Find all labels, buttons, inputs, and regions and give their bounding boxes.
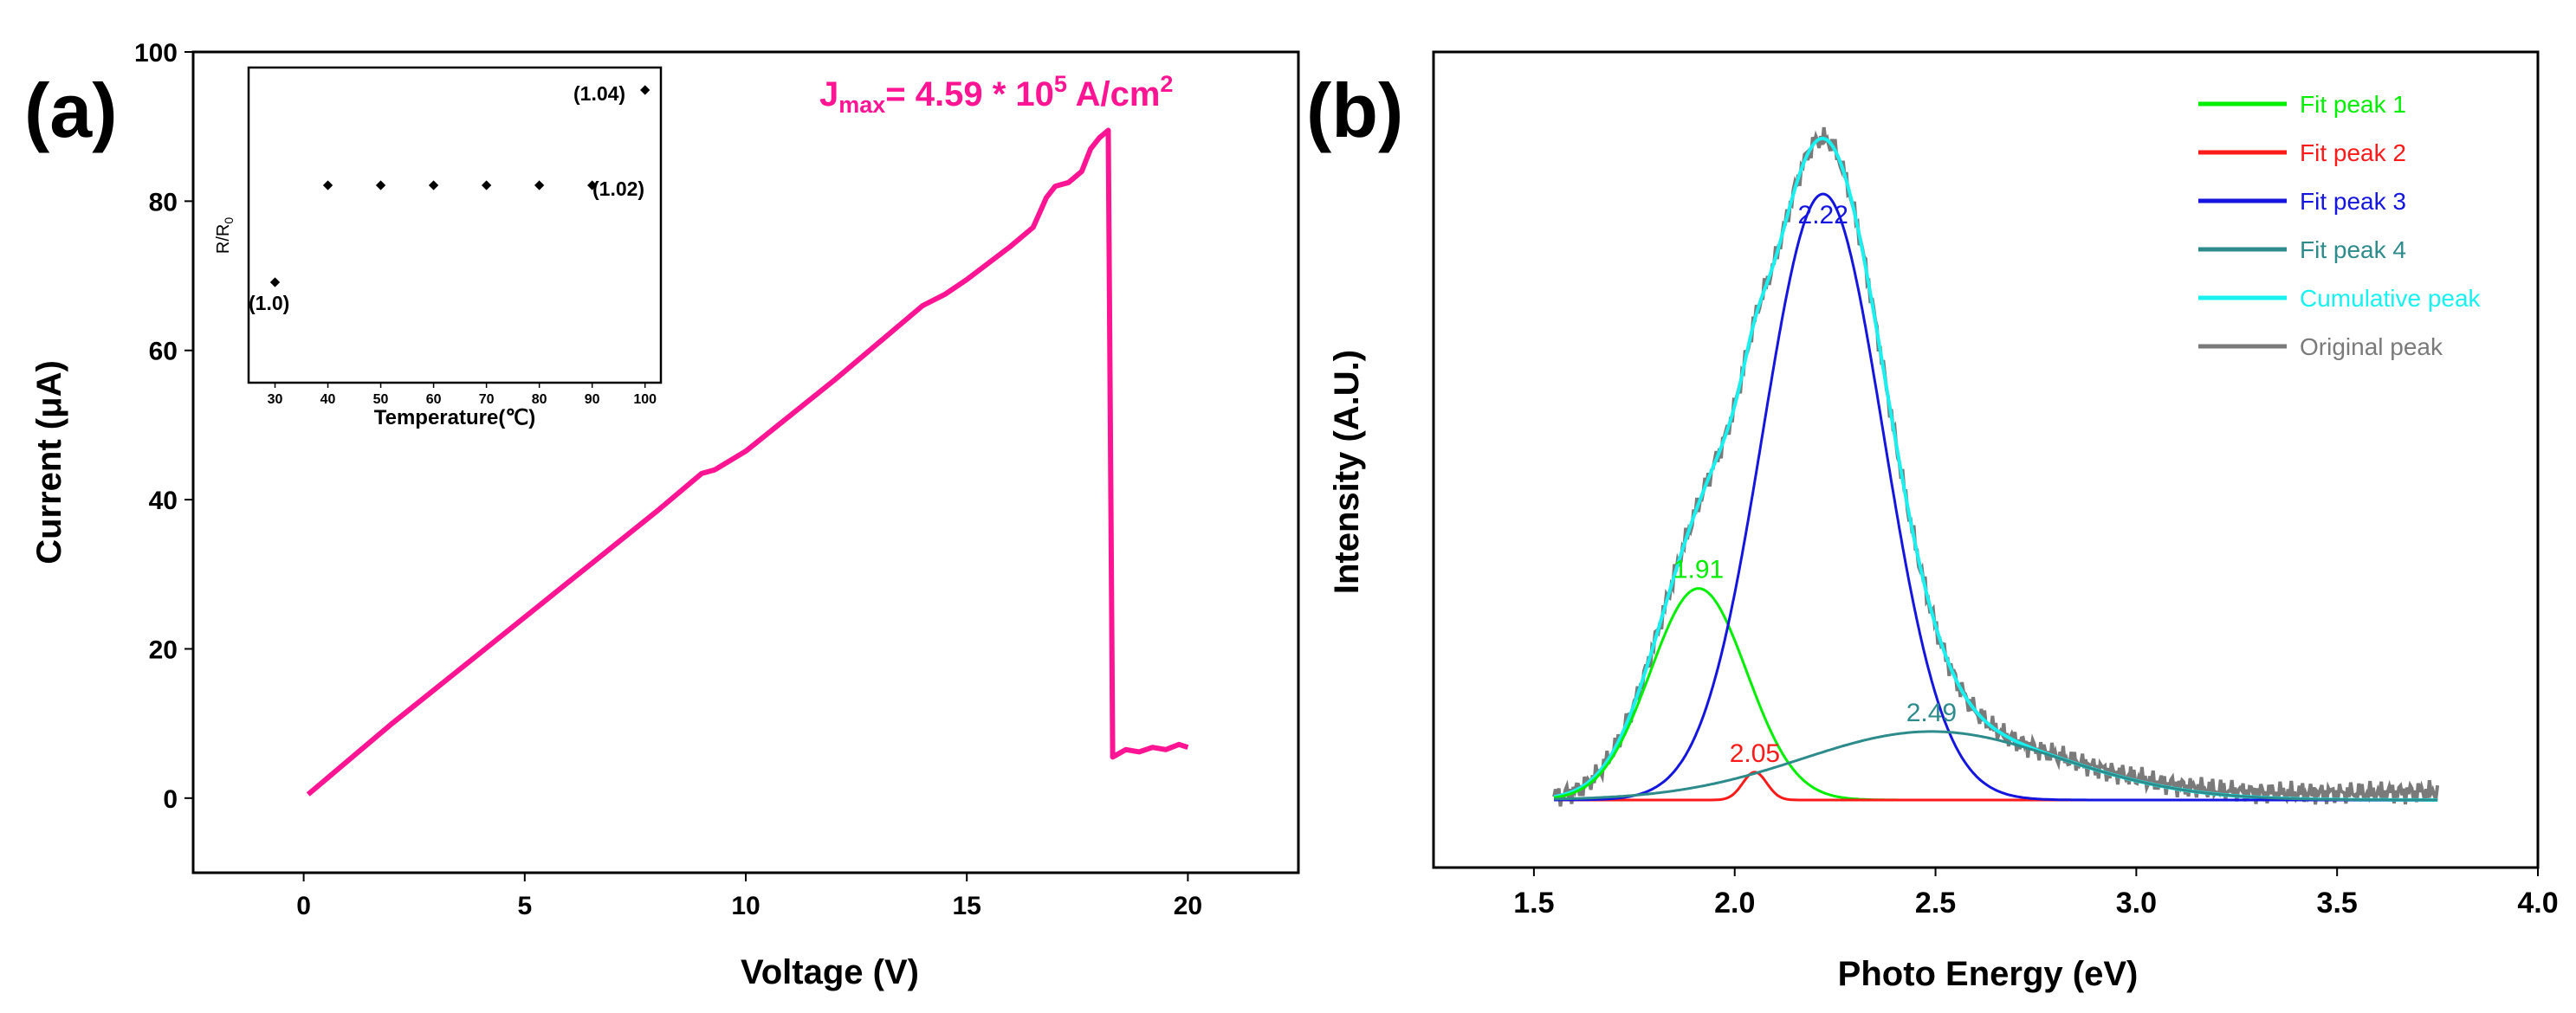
inset-x-tick-label: 70 bbox=[479, 392, 495, 407]
inset-annotation-1-04: (1.04) bbox=[573, 82, 625, 105]
fit-peak-2-label: 2.05 bbox=[1730, 739, 1780, 768]
y-tick-label: 0 bbox=[163, 785, 178, 814]
inset-points bbox=[269, 85, 650, 287]
inset-point bbox=[269, 277, 281, 287]
legend-label: Fit peak 3 bbox=[2300, 188, 2406, 215]
x-tick-label: 2.5 bbox=[1915, 887, 1956, 919]
x-tick-label: 5 bbox=[517, 892, 532, 920]
y-tick-label: 80 bbox=[149, 188, 178, 216]
inset-annotation-1-02: (1.02) bbox=[592, 177, 644, 200]
legend-label: Cumulative peak bbox=[2300, 285, 2482, 312]
inset-x-tick-label: 50 bbox=[373, 392, 389, 407]
inset-point bbox=[322, 180, 333, 190]
jmax-symbol: J bbox=[819, 75, 838, 113]
panel-b-y-axis-title: Intensity (A.U.) bbox=[1328, 350, 1366, 594]
current-density-annotation: Jmax= 4.59 * 105 A/cm2 bbox=[819, 71, 1173, 118]
fit-peak-3-label: 2.22 bbox=[1798, 201, 1848, 229]
panel-a-y-ticks: 0 20 40 60 80 100 bbox=[134, 39, 193, 814]
inset-y-axis-title: R/R0 bbox=[214, 217, 236, 254]
inset-background bbox=[249, 68, 661, 383]
jmax-unit: A/cm bbox=[1067, 75, 1160, 113]
inset-point bbox=[375, 180, 386, 190]
inset-point bbox=[587, 180, 598, 190]
panel-b-x-ticks: 1.5 2.0 2.5 3.0 3.5 4.0 bbox=[1513, 868, 2559, 919]
jmax-unit-exponent: 2 bbox=[1160, 71, 1173, 97]
panel-a-letter: (a) bbox=[24, 68, 118, 153]
fit-peak-1-label: 1.91 bbox=[1673, 556, 1724, 584]
inset-y-axis-subscript: 0 bbox=[222, 217, 236, 224]
inset-annotation-1-0: (1.0) bbox=[249, 292, 289, 314]
fit-peak-3-curve bbox=[1554, 192, 2438, 802]
panel-b-curves bbox=[1552, 126, 2440, 807]
inset-x-tick-label: 80 bbox=[532, 392, 547, 407]
fit-peak-4-label: 2.49 bbox=[1906, 699, 1957, 727]
inset-x-tick-label: 60 bbox=[426, 392, 442, 407]
panel-b-peak-labels: 1.91 2.05 2.22 2.49 bbox=[1673, 201, 1957, 768]
y-tick-label: 40 bbox=[149, 487, 178, 515]
jmax-value: = 4.59 * 10 bbox=[885, 75, 1054, 113]
legend-label: Original peak bbox=[2300, 333, 2443, 360]
original-peak-curve bbox=[1552, 126, 2440, 807]
panel-b-legend: Fit peak 1 Fit peak 2 Fit peak 3 Fit peak 4… bbox=[2198, 91, 2482, 360]
panel-a-x-ticks: 0 5 10 15 20 bbox=[296, 873, 1202, 920]
y-tick-label: 20 bbox=[149, 636, 178, 664]
panel-a-y-axis-title: Current (μA) bbox=[30, 360, 68, 565]
x-tick-label: 4.0 bbox=[2517, 887, 2558, 919]
inset-x-ticks: 30 40 50 60 70 80 90 100 bbox=[268, 383, 657, 407]
x-tick-label: 3.5 bbox=[2317, 887, 2358, 919]
x-tick-label: 10 bbox=[731, 892, 760, 920]
x-tick-label: 3.0 bbox=[2116, 887, 2157, 919]
inset-x-tick-label: 30 bbox=[268, 392, 283, 407]
fit-peak-4-curve bbox=[1554, 730, 2438, 802]
legend-label: Fit peak 1 bbox=[2300, 91, 2406, 118]
jmax-subscript: max bbox=[838, 92, 885, 118]
jmax-exponent: 5 bbox=[1054, 71, 1067, 97]
y-tick-label: 100 bbox=[134, 39, 178, 68]
panel-b-letter: (b) bbox=[1306, 68, 1403, 153]
inset-point bbox=[534, 180, 545, 190]
inset-frame bbox=[247, 66, 663, 384]
fit-peak-1-curve bbox=[1553, 587, 2438, 802]
x-tick-label: 1.5 bbox=[1513, 887, 1554, 919]
y-tick-label: 60 bbox=[149, 338, 178, 366]
x-tick-label: 0 bbox=[296, 892, 311, 920]
inset-point bbox=[428, 180, 439, 190]
inset-x-tick-label: 100 bbox=[633, 392, 657, 407]
legend-label: Fit peak 2 bbox=[2300, 139, 2406, 166]
iv-curve-line bbox=[306, 127, 1189, 797]
panel-a-x-axis-title: Voltage (V) bbox=[741, 953, 919, 991]
inset-x-tick-label: 40 bbox=[320, 392, 336, 407]
inset-x-tick-label: 90 bbox=[585, 392, 600, 407]
x-tick-label: 2.0 bbox=[1714, 887, 1755, 919]
inset-point bbox=[481, 180, 492, 190]
panel-b-x-axis-title: Photo Energy (eV) bbox=[1838, 955, 2139, 993]
legend-label: Fit peak 4 bbox=[2300, 236, 2406, 263]
panel-b-frame bbox=[1432, 50, 2540, 869]
inset-x-axis-title: Temperature(℃) bbox=[374, 406, 536, 429]
x-tick-label: 15 bbox=[953, 892, 981, 920]
x-tick-label: 20 bbox=[1174, 892, 1202, 920]
